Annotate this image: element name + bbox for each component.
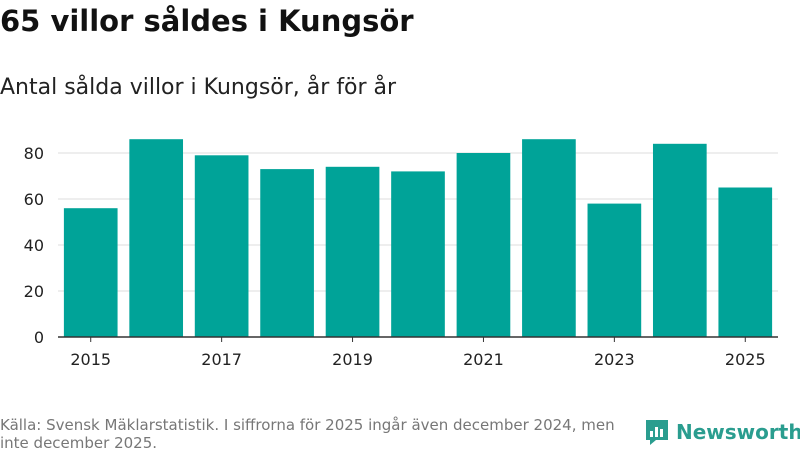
x-tick-label: 2015 [70, 350, 111, 369]
chart-subtitle: Antal sålda villor i Kungsör, år för år [0, 75, 397, 100]
bar-2024 [652, 143, 707, 337]
bar-2015 [63, 208, 118, 337]
bar-2021 [456, 153, 511, 337]
bars [63, 139, 773, 337]
x-tick-label: 2017 [201, 350, 242, 369]
brand[interactable]: Newsworthy [644, 418, 800, 446]
bar-2018 [260, 169, 314, 337]
y-tick-label: 0 [34, 328, 44, 347]
axes: 0 20 40 60 80 2015 2017 2019 2021 2023 2025 [24, 144, 778, 369]
y-tick-label: 60 [24, 190, 44, 209]
bar-2023 [587, 203, 642, 337]
y-tick-label: 40 [24, 236, 44, 255]
newsworthy-logo-icon [646, 420, 668, 445]
y-tick-label: 20 [24, 282, 44, 301]
bar-2019 [325, 166, 380, 337]
y-tick-label: 80 [24, 144, 44, 163]
x-tick-label: 2023 [594, 350, 635, 369]
x-tick-label: 2021 [463, 350, 504, 369]
bar-2016 [129, 139, 184, 337]
x-tick-label: 2019 [332, 350, 373, 369]
chart-title: 65 villor såldes i Kungsör [0, 4, 414, 38]
bar-2020 [391, 171, 445, 337]
bar-chart: 0 20 40 60 80 2015 2017 2019 2021 2023 2025 [24, 139, 778, 369]
bar-2025 [718, 187, 773, 337]
x-tick-label: 2025 [725, 350, 766, 369]
brand-name: Newsworthy [676, 420, 800, 444]
source-note: Källa: Svensk Mäklarstatistik. I siffror… [0, 416, 615, 452]
bar-2017 [194, 155, 249, 337]
bar-2022 [522, 139, 576, 337]
